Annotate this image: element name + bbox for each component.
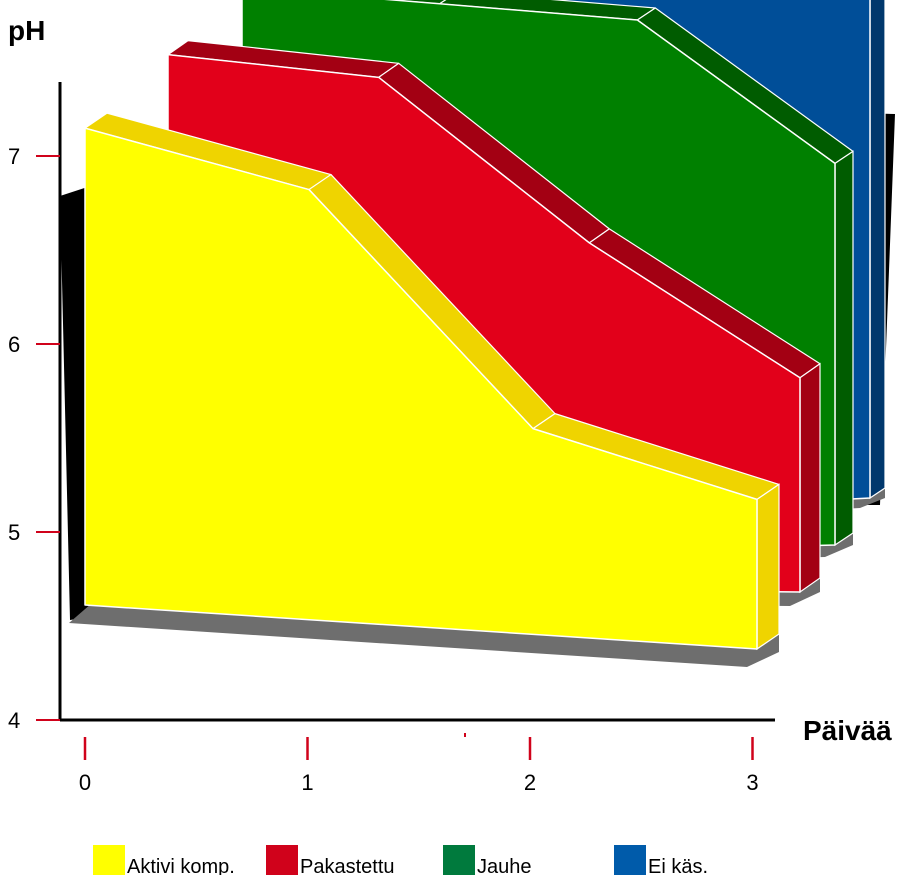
ribbon-side-face bbox=[756, 483, 780, 651]
legend-label: Pakastettu bbox=[300, 856, 395, 875]
legend-item: Pakastettu bbox=[266, 845, 395, 875]
tick-layer: 4 5 6 7 0 1 2 3 bbox=[8, 144, 759, 795]
series-area-face bbox=[84, 127, 758, 650]
x-axis-label: Päivää bbox=[803, 715, 892, 746]
x-tick-label: 0 bbox=[79, 770, 91, 795]
legend-label: Ei käs. bbox=[648, 856, 708, 875]
y-axis-label: pH bbox=[8, 15, 45, 46]
legend: Aktivi komp. Pakastettu Jauhe Ei käs. bbox=[93, 845, 708, 875]
legend-swatch bbox=[614, 845, 646, 875]
axes bbox=[58, 82, 775, 722]
x-tick-label: 3 bbox=[746, 770, 758, 795]
ribbon-side-face bbox=[834, 150, 854, 547]
series-layer bbox=[69, 0, 886, 667]
x-tick-label: 1 bbox=[301, 770, 313, 795]
legend-swatch bbox=[93, 845, 125, 875]
legend-label: Aktivi komp. bbox=[127, 856, 235, 875]
series-Aktivi komp. bbox=[69, 112, 780, 667]
legend-label: Jauhe bbox=[477, 856, 532, 875]
y-tick-label: 4 bbox=[8, 708, 20, 733]
ribbon-side-face bbox=[799, 362, 821, 594]
legend-swatch bbox=[266, 845, 298, 875]
legend-item: Jauhe bbox=[443, 845, 532, 875]
legend-item: Aktivi komp. bbox=[93, 845, 235, 875]
x-tick-label: 2 bbox=[524, 770, 536, 795]
legend-item: Ei käs. bbox=[614, 845, 708, 875]
ribbon-side-face bbox=[869, 0, 886, 500]
y-tick-label: 5 bbox=[8, 520, 20, 545]
y-tick-label: 7 bbox=[8, 144, 20, 169]
legend-swatch bbox=[443, 845, 475, 875]
y-tick-label: 6 bbox=[8, 332, 20, 357]
